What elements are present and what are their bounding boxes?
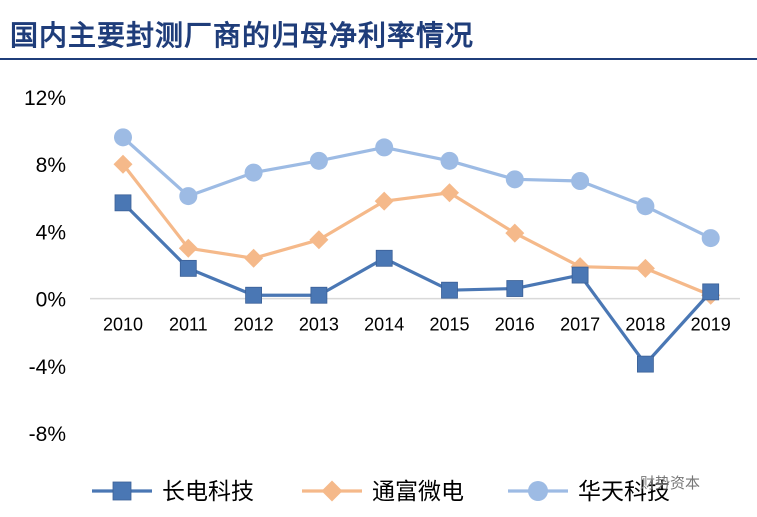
y-tick-label: 4% (36, 221, 66, 244)
series-diamond (113, 154, 721, 305)
legend-marker (112, 481, 132, 501)
data-point (245, 286, 263, 304)
data-point (179, 259, 197, 277)
series-layer (113, 128, 721, 373)
data-point (310, 286, 328, 304)
series-line (121, 201, 712, 366)
data-point (178, 238, 198, 258)
series-line (121, 136, 712, 240)
legend-label: 长电科技 (162, 479, 254, 505)
data-point (701, 229, 720, 248)
x-tick-label: 2013 (299, 315, 339, 335)
y-tick-label: -8% (29, 423, 66, 446)
legend-item: 华天科技 (508, 479, 670, 505)
legend-label: 通富微电 (372, 479, 464, 505)
data-point (571, 172, 590, 190)
data-point (114, 194, 132, 212)
data-point (506, 280, 524, 297)
data-point (375, 249, 393, 267)
legend: 长电科技 通富微电 华天科技 (92, 479, 670, 505)
x-tick-label: 2012 (234, 315, 274, 335)
series-line (121, 163, 712, 297)
y-tick-label: 12% (24, 87, 66, 110)
data-point (114, 128, 132, 147)
legend-label: 华天科技 (578, 479, 670, 505)
data-point (374, 191, 394, 211)
data-point (244, 248, 264, 268)
x-tick-label: 2017 (560, 315, 600, 335)
data-point (375, 138, 394, 157)
data-point (636, 197, 655, 216)
x-tick-label: 2019 (691, 315, 731, 335)
data-point (505, 170, 524, 189)
data-point (635, 258, 655, 278)
x-tick-label: 2018 (625, 315, 665, 335)
y-tick-label: 0% (36, 289, 66, 312)
data-point (309, 230, 329, 250)
data-point (309, 151, 328, 170)
legend-marker (528, 481, 548, 501)
data-point (441, 281, 458, 299)
x-tick-label: 2016 (495, 315, 535, 335)
data-point (702, 283, 720, 301)
legend-marker (321, 480, 343, 502)
axes: 12% 8% 4% 0% -4% -8% 2010 2011 2012 2013 2014 2015 2… (24, 87, 740, 446)
x-tick-label: 2011 (169, 315, 208, 335)
data-point (505, 223, 525, 243)
legend-item: 长电科技 (92, 479, 254, 505)
series-square (114, 194, 720, 373)
y-tick-label: 8% (36, 154, 66, 177)
data-point (637, 355, 654, 373)
watermark-text: 财势资本 (640, 474, 700, 492)
chart-title: 国内主要封测厂商的归母净利率情况 (10, 19, 475, 52)
x-tick-label: 2015 (429, 315, 469, 335)
data-point (571, 266, 589, 284)
data-point (244, 163, 263, 182)
x-tick-label: 2014 (364, 315, 404, 335)
title-underline (0, 58, 757, 60)
data-point (440, 183, 459, 203)
data-point (179, 187, 198, 206)
y-tick-label: -4% (29, 356, 66, 379)
data-point (113, 154, 133, 174)
x-tick-label: 2010 (103, 315, 143, 335)
legend-item: 通富微电 (302, 479, 464, 505)
series-circle (114, 128, 720, 248)
data-point (440, 151, 459, 170)
